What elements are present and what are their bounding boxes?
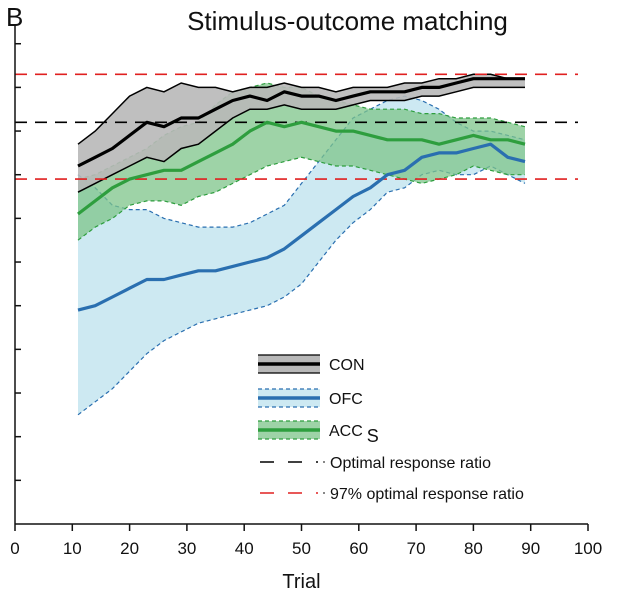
band-con xyxy=(78,74,525,193)
band-lower-ofc xyxy=(77,165,526,416)
mean-line-acc xyxy=(77,120,526,216)
legend-label-ref-4: 97% optimal response ratio xyxy=(330,486,524,503)
panel-label: B xyxy=(6,2,24,32)
band-lower-con xyxy=(77,86,525,193)
legend-label-ofc: OFC xyxy=(329,391,363,408)
band-lower-acc xyxy=(77,156,525,241)
x-tick-label: 30 xyxy=(177,539,196,558)
x-axis-title: Trial xyxy=(282,571,320,593)
legend-label-acc: ACC S xyxy=(329,423,379,446)
x-tick-label: 40 xyxy=(235,539,254,558)
series-lines xyxy=(77,77,526,312)
mean-line-con xyxy=(77,77,525,168)
x-tick-label: 60 xyxy=(349,539,368,558)
x-tick-label: 20 xyxy=(120,539,139,558)
band-acc xyxy=(78,83,525,241)
x-tick-label: 90 xyxy=(521,539,540,558)
x-tick-label: 100 xyxy=(574,539,602,558)
x-tick-label: 10 xyxy=(63,539,82,558)
legend-label-ref-3: Optimal response ratio xyxy=(330,455,491,472)
legend: CON OFC ACC S Optimal response ratio 97% opti… xyxy=(258,354,524,503)
legend-dot xyxy=(323,461,325,463)
band-upper-con xyxy=(77,73,525,145)
x-tick-label: 0 xyxy=(10,539,19,558)
x-tick-label: 80 xyxy=(464,539,483,558)
mean-line-ofc xyxy=(77,142,526,312)
x-tick-label: 70 xyxy=(407,539,426,558)
legend-label-subscript: S xyxy=(367,426,379,446)
legend-dot xyxy=(323,492,325,494)
x-tick-label: 50 xyxy=(292,539,311,558)
band-upper-ofc xyxy=(77,95,526,228)
confidence-bands xyxy=(77,73,526,416)
legend-label-con: CON xyxy=(329,357,365,374)
axes: 0 10 20 30 40 50 60 70 80 90 100 xyxy=(10,25,602,558)
chart-title: Stimulus-outcome matching xyxy=(187,6,508,36)
